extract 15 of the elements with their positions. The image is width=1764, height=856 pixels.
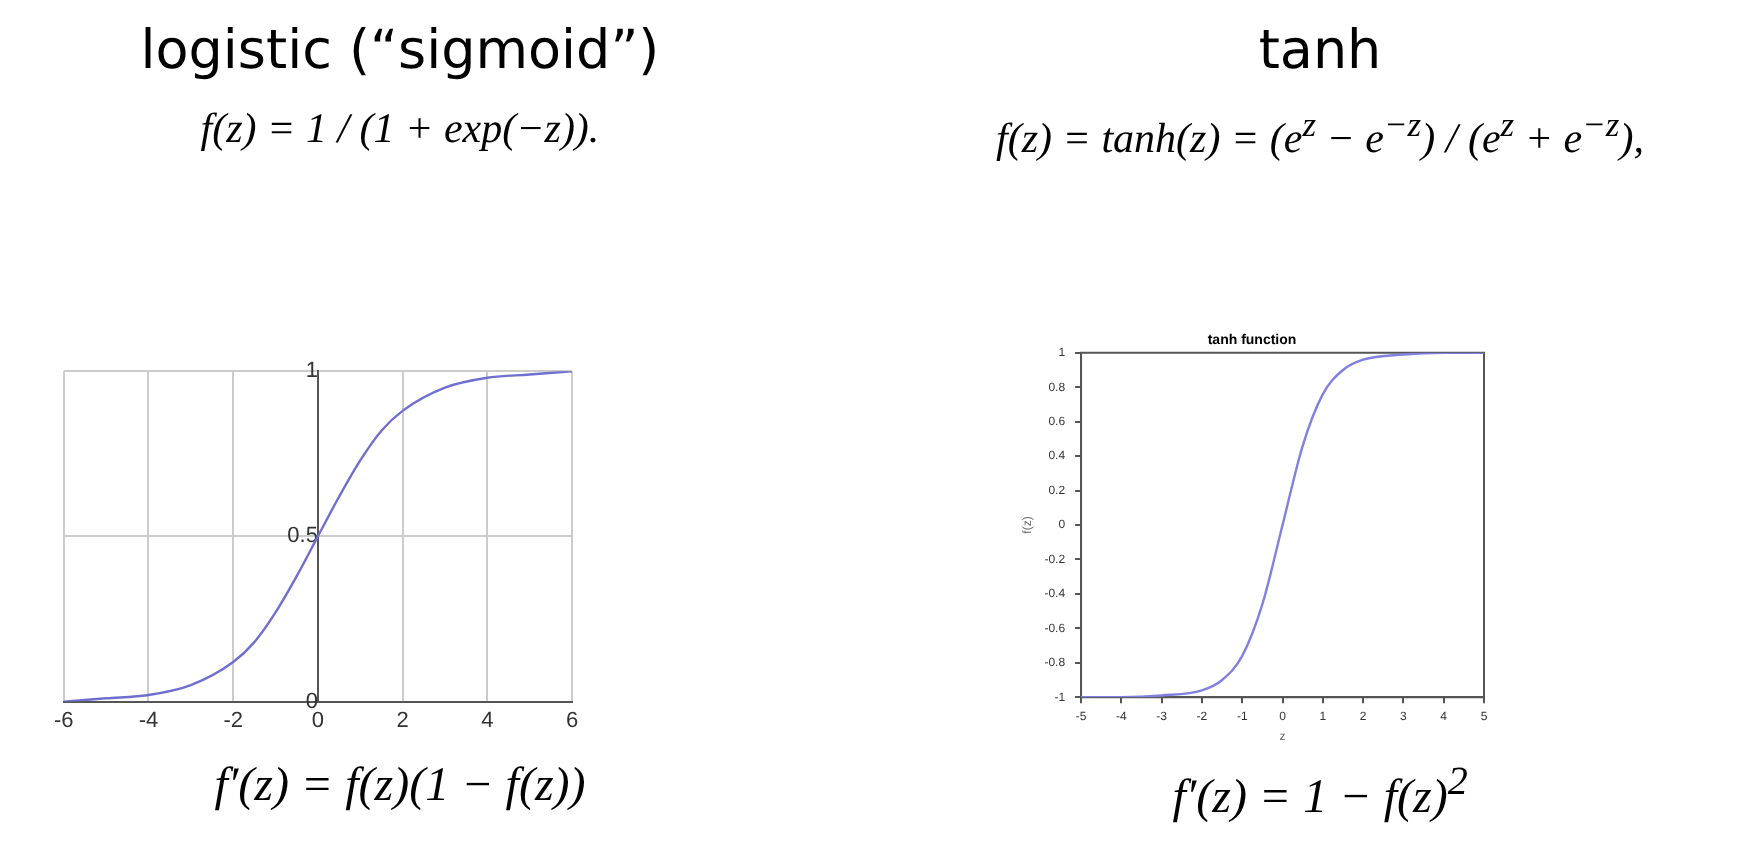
line-series: [1081, 352, 1484, 698]
x-tick-label: -2: [223, 708, 243, 733]
x-tick-label: 2: [396, 708, 409, 733]
x-tick-label: 4: [481, 708, 494, 733]
x-tick-label: -6: [54, 708, 74, 733]
text: f′(z) = 1 − f(z)$^{2}$: [1170, 760, 1470, 826]
text: f(z) = tanh(z) = (e$^{z}$ − e$^{−z}$) / (e$^{z}$ + e$^{−z}$),: [996, 104, 1644, 162]
chart-title: logistic (“sigmoid”): [138, 20, 662, 82]
x-tick-label: 6: [565, 708, 579, 733]
y-tick-label: 0.5: [287, 524, 318, 549]
text: f′(z) = f(z)(1 − f(z)): [212, 760, 588, 814]
y-tick-label: 1: [305, 359, 318, 384]
x-tick-label: -4: [138, 708, 159, 733]
chart-subtitle: f(z) = 1 / (1 + exp(−z)).: [198, 104, 602, 154]
chart-title: tanh: [1256, 20, 1384, 82]
